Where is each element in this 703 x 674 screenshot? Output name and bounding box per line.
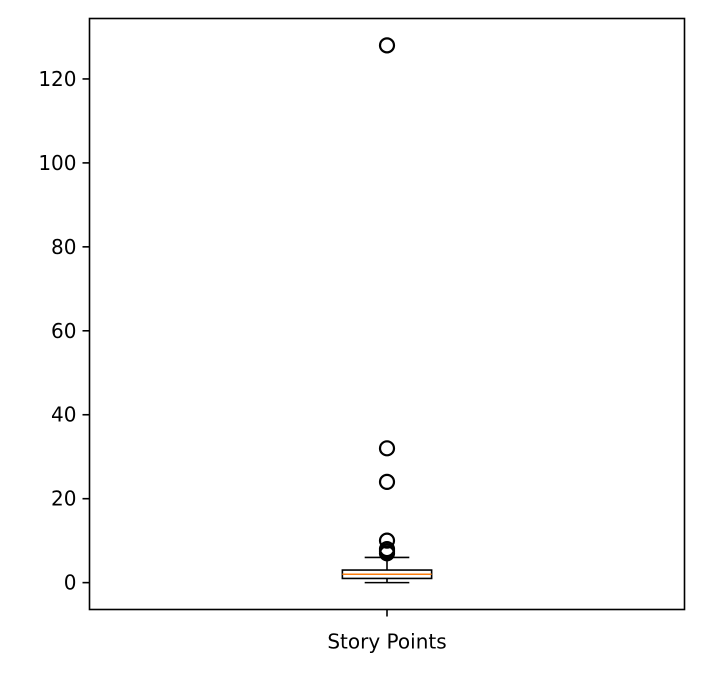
- y-tick-label: 80: [51, 235, 76, 259]
- y-tick-label: 0: [64, 571, 77, 595]
- outlier-point: [378, 540, 396, 558]
- y-tick-label: 20: [51, 487, 76, 511]
- y-tick-label: 120: [38, 67, 76, 91]
- outlier-point: [378, 473, 396, 490]
- outlier-point: [378, 37, 396, 54]
- outlier-point: [378, 440, 396, 457]
- x-axis: Story Points: [327, 609, 447, 654]
- y-tick-label: 100: [38, 151, 76, 175]
- plot-area: [88, 17, 686, 611]
- box-group: [341, 37, 433, 584]
- x-tick-label: Story Points: [327, 630, 446, 654]
- outlier-point: [378, 532, 396, 549]
- y-tick-label: 40: [51, 403, 76, 427]
- y-axis: 0 20 40 60 80 100 120: [38, 67, 90, 595]
- y-tick-label: 60: [51, 319, 76, 343]
